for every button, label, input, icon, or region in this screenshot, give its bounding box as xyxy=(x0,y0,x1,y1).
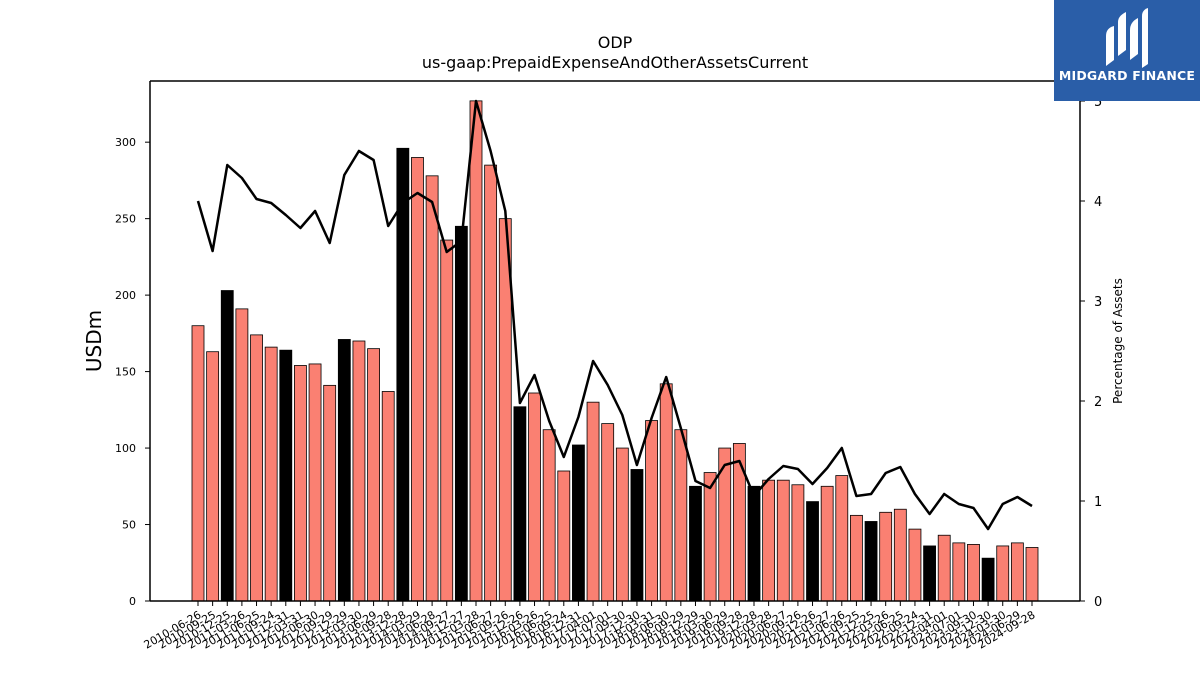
bar xyxy=(440,239,454,602)
y2-axis-label: Percentage of Assets xyxy=(1111,278,1125,404)
bar xyxy=(528,392,541,602)
y-tick-label: 150 xyxy=(115,366,136,379)
bar xyxy=(337,339,351,602)
brand-logo: MIDGARD FINANCE xyxy=(1054,0,1200,101)
y2-tick-label: 1 xyxy=(1094,495,1102,510)
midgard-logo-icon xyxy=(1106,8,1148,68)
bar xyxy=(981,557,995,602)
bar xyxy=(791,484,805,602)
y-axis-label: USDm xyxy=(82,310,106,372)
bar xyxy=(601,423,615,602)
bar xyxy=(220,290,234,602)
bar xyxy=(294,365,307,602)
bar xyxy=(279,349,293,602)
bar xyxy=(352,340,366,602)
y2-tick-label: 5 xyxy=(1094,95,1102,110)
y-tick-label: 250 xyxy=(115,213,136,226)
bar xyxy=(425,175,439,602)
y-tick-label: 0 xyxy=(129,595,136,608)
bar xyxy=(411,157,424,602)
bar xyxy=(381,391,395,602)
bar xyxy=(235,308,249,602)
y2-tick-label: 3 xyxy=(1094,295,1102,310)
bar xyxy=(206,351,220,602)
bar xyxy=(820,485,834,602)
bar xyxy=(630,469,644,602)
bar xyxy=(367,348,380,602)
bar xyxy=(893,508,907,602)
axes: 0501001502002503000123452010-06-262010-0… xyxy=(115,80,1102,652)
bar xyxy=(264,346,278,602)
bar xyxy=(850,514,863,602)
bar xyxy=(908,528,922,602)
y2-tick-label: 4 xyxy=(1094,195,1102,210)
bar xyxy=(557,470,571,602)
bar xyxy=(806,501,819,602)
bar xyxy=(674,429,688,602)
y-tick-label: 100 xyxy=(115,442,136,455)
bar xyxy=(586,401,600,602)
bar xyxy=(469,100,483,602)
line-series xyxy=(196,99,1033,531)
y2-tick-label: 2 xyxy=(1094,395,1102,410)
bar xyxy=(923,545,936,602)
bar xyxy=(703,472,717,602)
percentage-line xyxy=(196,99,1033,531)
logo-text: MIDGARD FINANCE xyxy=(1058,68,1196,83)
bar xyxy=(967,544,980,602)
bar xyxy=(689,485,702,602)
bar xyxy=(645,420,658,602)
chart-title: ODP xyxy=(598,33,633,52)
bar xyxy=(250,334,263,602)
bar xyxy=(762,479,776,602)
bar xyxy=(323,384,337,602)
bar xyxy=(572,444,585,602)
bar xyxy=(659,383,673,602)
bar xyxy=(615,447,629,602)
bar xyxy=(952,542,966,602)
bar xyxy=(879,511,893,602)
bar xyxy=(1010,542,1024,602)
bar xyxy=(454,225,468,602)
y-tick-label: 50 xyxy=(122,519,136,532)
y-tick-label: 300 xyxy=(115,136,136,149)
chart-subtitle: us-gaap:PrepaidExpenseAndOtherAssetsCurr… xyxy=(422,53,808,72)
bar xyxy=(776,479,790,602)
bar xyxy=(996,545,1010,602)
bar xyxy=(542,429,556,602)
bar-series xyxy=(191,100,1039,602)
bar xyxy=(1025,547,1039,602)
y2-tick-label: 0 xyxy=(1094,595,1102,610)
bar xyxy=(732,443,746,602)
bar xyxy=(835,475,849,602)
bar xyxy=(864,521,878,602)
bar xyxy=(308,363,322,602)
y-tick-label: 200 xyxy=(115,289,136,302)
bar xyxy=(191,325,205,602)
bar xyxy=(747,485,761,602)
bar xyxy=(937,534,951,602)
bar xyxy=(484,164,498,602)
bar xyxy=(513,406,527,602)
bar xyxy=(396,147,410,602)
